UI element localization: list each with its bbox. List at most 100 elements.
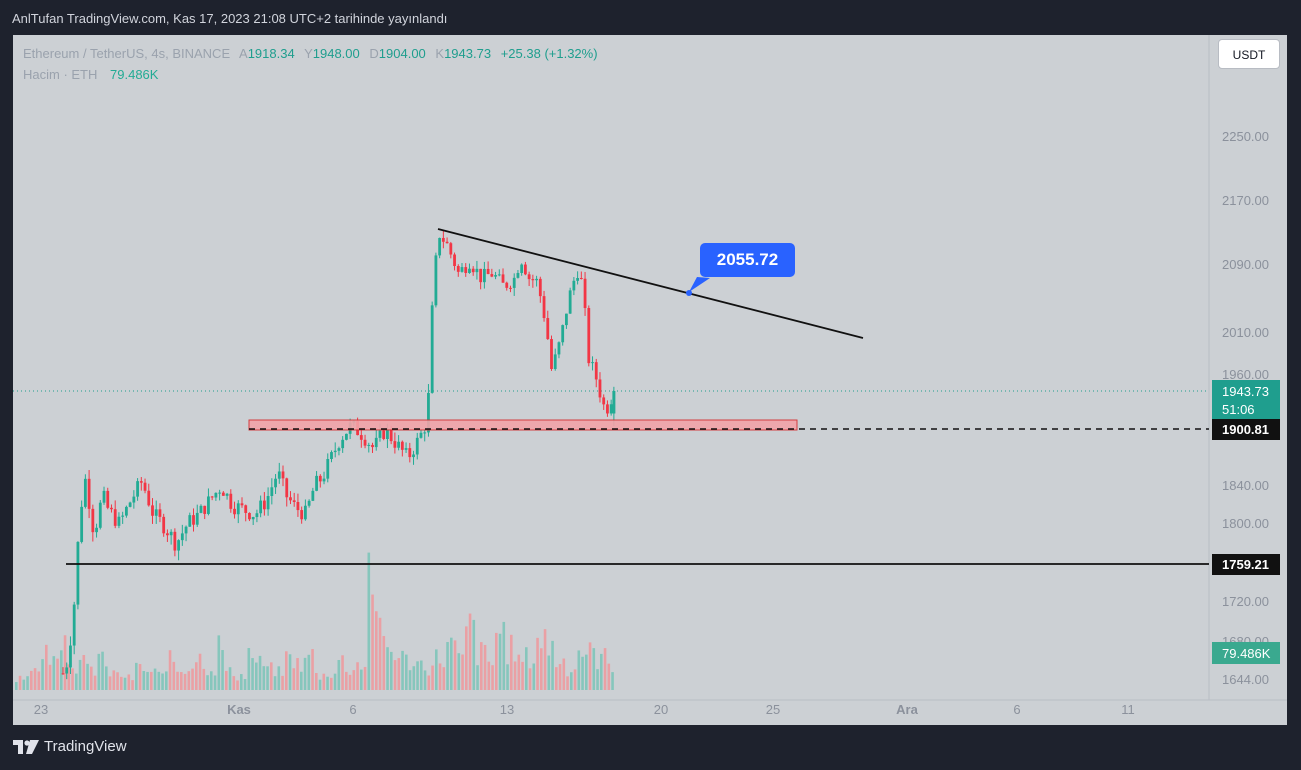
candle-body	[404, 448, 408, 450]
candle-body	[393, 441, 397, 448]
volume-bar	[457, 653, 461, 690]
volume-bar	[333, 673, 337, 690]
footer-brand[interactable]: TradingView	[13, 738, 127, 755]
volume-bar	[393, 660, 397, 690]
candle-body	[572, 280, 576, 291]
price-scale[interactable]: 2250.00 2170.00 2090.00 2010.00 1960.00 1840.…	[1222, 129, 1269, 687]
legend-open: 1918.34	[247, 46, 295, 61]
volume-bar	[412, 666, 416, 690]
candle-body	[61, 673, 65, 675]
legend-volume-label: Hacim · ETH	[23, 67, 98, 82]
candle-body	[523, 264, 527, 275]
volume-bar	[228, 667, 232, 690]
candle-body	[259, 500, 263, 514]
candle-body	[434, 255, 438, 306]
candle-body	[132, 496, 136, 503]
volume-bar	[232, 676, 236, 690]
volume-bar	[187, 671, 191, 690]
volume-bar	[371, 594, 374, 690]
volume-bar	[281, 675, 284, 690]
candle-body	[87, 478, 91, 509]
candle-body	[456, 266, 460, 272]
volume-bar	[153, 668, 157, 690]
candle-body	[210, 496, 214, 498]
candle-body	[233, 508, 236, 515]
candle-body	[266, 495, 270, 510]
currency-button[interactable]: USDT	[1218, 39, 1280, 69]
volume-bar	[26, 676, 29, 690]
candle-body	[568, 290, 572, 314]
candlestick-chart[interactable]: 2250.00 2170.00 2090.00 2010.00 1960.00 1840.…	[13, 35, 1287, 725]
price-tick-label: 1840.00	[1222, 478, 1269, 493]
volume-bar	[303, 657, 307, 690]
volume-bar	[558, 664, 562, 690]
volume-bar	[296, 658, 299, 690]
volume-bar	[465, 626, 468, 690]
volume-bar	[502, 621, 506, 690]
volume-badge	[1212, 642, 1280, 664]
candle-body	[415, 437, 419, 455]
candle-body	[244, 505, 248, 513]
candle-body	[262, 500, 266, 510]
legend-symbol: Ethereum / TetherUS, 4s, BINANCE	[23, 46, 231, 61]
volume-bar	[408, 670, 412, 690]
trendline-anchor[interactable]	[686, 290, 692, 296]
support-value: 1759.21	[1222, 557, 1269, 572]
candle-body	[76, 541, 80, 605]
volume-bar	[585, 654, 588, 690]
volume-bar	[217, 635, 221, 690]
volume-bar	[611, 672, 614, 690]
volume-bar	[120, 676, 123, 690]
candle-body	[277, 471, 281, 479]
volume-bar	[532, 663, 536, 690]
candle-body	[538, 278, 542, 297]
volume-bar	[472, 619, 476, 690]
volume-bar	[521, 661, 524, 690]
support-badge	[1212, 554, 1280, 575]
candle-body	[110, 507, 113, 510]
price-callout[interactable]: 2055.72	[700, 243, 795, 277]
resistance-zone[interactable]	[248, 419, 798, 431]
volume-bar	[483, 644, 487, 690]
candle-body	[117, 516, 121, 526]
candle-body	[184, 526, 188, 534]
candle-body	[378, 430, 382, 438]
volume-bar	[198, 653, 202, 690]
time-scale[interactable]: 23 Kas 6 13 20 25 Ara 6 11	[34, 702, 1135, 717]
candle-body	[307, 500, 311, 506]
candle-body	[587, 308, 591, 364]
candle-body	[147, 490, 151, 506]
volume-bar	[307, 654, 311, 690]
volume-bar	[446, 642, 449, 690]
candle-body	[609, 404, 613, 414]
volume-bar	[435, 649, 438, 690]
volume-bar	[487, 661, 491, 690]
candle-body	[102, 490, 106, 503]
volume-bar	[63, 635, 67, 690]
volume-bar	[138, 664, 142, 690]
candle-body	[520, 264, 524, 273]
candle-body	[464, 267, 468, 273]
candle-body	[124, 506, 128, 516]
chart-area[interactable]: 2250.00 2170.00 2090.00 2010.00 1960.00 1840.…	[13, 35, 1287, 725]
volume-bar	[191, 668, 194, 690]
candle-body	[199, 505, 203, 513]
candle-body	[143, 482, 147, 491]
candle-body	[374, 437, 378, 448]
volume-bar	[337, 659, 341, 690]
volume-badge-value: 79.486K	[1222, 646, 1271, 661]
volume-bar	[135, 662, 138, 690]
trendline[interactable]	[437, 228, 864, 339]
volume-bar	[540, 648, 543, 690]
candle-body	[427, 392, 430, 433]
legend-change: +25.38 (+1.32%)	[500, 46, 598, 61]
volume-bar	[326, 676, 329, 690]
candle-body	[606, 404, 609, 414]
price-tick-label: 2170.00	[1222, 193, 1269, 208]
volume-bar	[210, 671, 213, 690]
candle-body	[557, 342, 561, 355]
volume-bar	[101, 651, 104, 690]
volume-bar	[161, 673, 164, 690]
candle-body	[337, 448, 341, 451]
candle-body	[91, 508, 95, 533]
